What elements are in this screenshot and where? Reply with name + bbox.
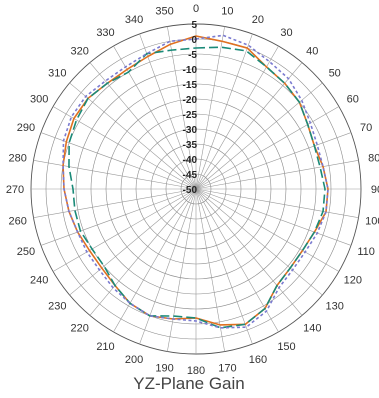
angle-tick-label: 20 bbox=[252, 14, 264, 26]
radial-tick-label: -25 bbox=[183, 110, 198, 121]
angle-tick-label: 260 bbox=[9, 215, 27, 227]
radial-tick-label: 5 bbox=[191, 20, 197, 31]
grid-spoke bbox=[113, 188, 197, 333]
angle-tick-label: 0 bbox=[193, 3, 199, 15]
grid-spoke bbox=[195, 188, 352, 246]
grid-spoke bbox=[89, 188, 197, 316]
angle-tick-label: 340 bbox=[125, 14, 143, 26]
grid-spoke bbox=[167, 26, 197, 190]
angle-tick-label: 150 bbox=[277, 341, 295, 353]
radial-tick-label: 0 bbox=[191, 35, 197, 46]
angle-tick-label: 200 bbox=[125, 354, 143, 366]
angle-tick-label: 30 bbox=[280, 27, 292, 39]
angle-tick-label: 110 bbox=[357, 246, 375, 258]
angle-tick-label: 70 bbox=[360, 122, 372, 134]
series-line bbox=[62, 34, 329, 329]
grid-spoke bbox=[195, 188, 359, 218]
grid-spoke bbox=[33, 188, 197, 218]
radial-tick-labels: 5 0 -5 -10 -15 -20 -25 -30 -35 -40 -45 -50 bbox=[183, 20, 198, 196]
angle-tick-label: 240 bbox=[30, 275, 48, 287]
angle-tick-label: 90 bbox=[371, 184, 379, 196]
grid-spoke bbox=[139, 188, 197, 345]
grid-spoke bbox=[195, 33, 253, 190]
angle-tick-label: 280 bbox=[9, 153, 27, 165]
angle-tick-label: 230 bbox=[48, 300, 66, 312]
angle-tick-label: 160 bbox=[249, 354, 267, 366]
series-layer bbox=[62, 34, 329, 329]
grid-spoke bbox=[195, 188, 253, 345]
angle-tick-label: 60 bbox=[347, 94, 359, 106]
angle-tick-label: 250 bbox=[17, 246, 35, 258]
grid-spoke bbox=[52, 188, 197, 272]
angle-tick-label: 120 bbox=[344, 275, 362, 287]
radial-tick-label: -20 bbox=[183, 95, 198, 106]
radial-tick-label: -50 bbox=[183, 185, 198, 196]
angle-tick-label: 210 bbox=[96, 341, 114, 353]
angle-tick-label: 290 bbox=[17, 122, 35, 134]
grid-spoke bbox=[167, 188, 197, 352]
angle-tick-label: 50 bbox=[329, 68, 341, 80]
angle-tick-label: 270 bbox=[6, 184, 24, 196]
grid-spoke bbox=[195, 106, 340, 190]
angle-tick-label: 220 bbox=[71, 323, 89, 335]
angle-tick-label: 180 bbox=[187, 365, 205, 377]
radial-tick-label: -40 bbox=[183, 155, 198, 166]
grid-spoke bbox=[69, 188, 197, 296]
angle-tick-label: 350 bbox=[155, 6, 173, 18]
angle-tick-label: 300 bbox=[30, 94, 48, 106]
radial-tick-label: -30 bbox=[183, 125, 198, 136]
grid-spoke bbox=[52, 106, 197, 190]
radial-tick-label: -45 bbox=[183, 170, 198, 181]
grid-spoke bbox=[195, 188, 303, 316]
grid-spoke bbox=[195, 132, 352, 190]
grid-spoke bbox=[33, 160, 197, 190]
grid-spoke bbox=[195, 26, 225, 190]
angle-tick-label: 80 bbox=[368, 153, 379, 165]
polar-grid bbox=[30, 23, 362, 355]
angle-tick-label: 330 bbox=[96, 27, 114, 39]
angle-tick-label: 140 bbox=[303, 323, 321, 335]
radial-tick-label: -5 bbox=[188, 50, 197, 61]
radial-tick-label: -35 bbox=[183, 140, 198, 151]
angle-tick-label: 190 bbox=[155, 362, 173, 374]
radial-tick-label: -10 bbox=[183, 65, 198, 76]
angle-tick-labels: 0102030405060708090100110120130140150160… bbox=[6, 3, 379, 377]
grid-spoke bbox=[195, 160, 359, 190]
grid-spoke bbox=[195, 45, 279, 190]
angle-tick-label: 170 bbox=[218, 362, 236, 374]
series-line bbox=[68, 46, 326, 329]
angle-tick-label: 100 bbox=[365, 215, 379, 227]
grid-spoke bbox=[195, 188, 323, 296]
grid-spoke bbox=[195, 188, 340, 272]
angle-tick-label: 10 bbox=[221, 6, 233, 18]
chart-title: YZ-Plane Gain bbox=[133, 374, 245, 393]
angle-tick-label: 40 bbox=[306, 45, 318, 57]
angle-tick-label: 320 bbox=[71, 45, 89, 57]
grid-spoke bbox=[40, 188, 197, 246]
grid-spoke bbox=[139, 33, 197, 190]
grid-spoke bbox=[69, 82, 197, 190]
angle-tick-label: 130 bbox=[326, 300, 344, 312]
angle-tick-label: 310 bbox=[48, 68, 66, 80]
radial-tick-label: -15 bbox=[183, 80, 198, 91]
